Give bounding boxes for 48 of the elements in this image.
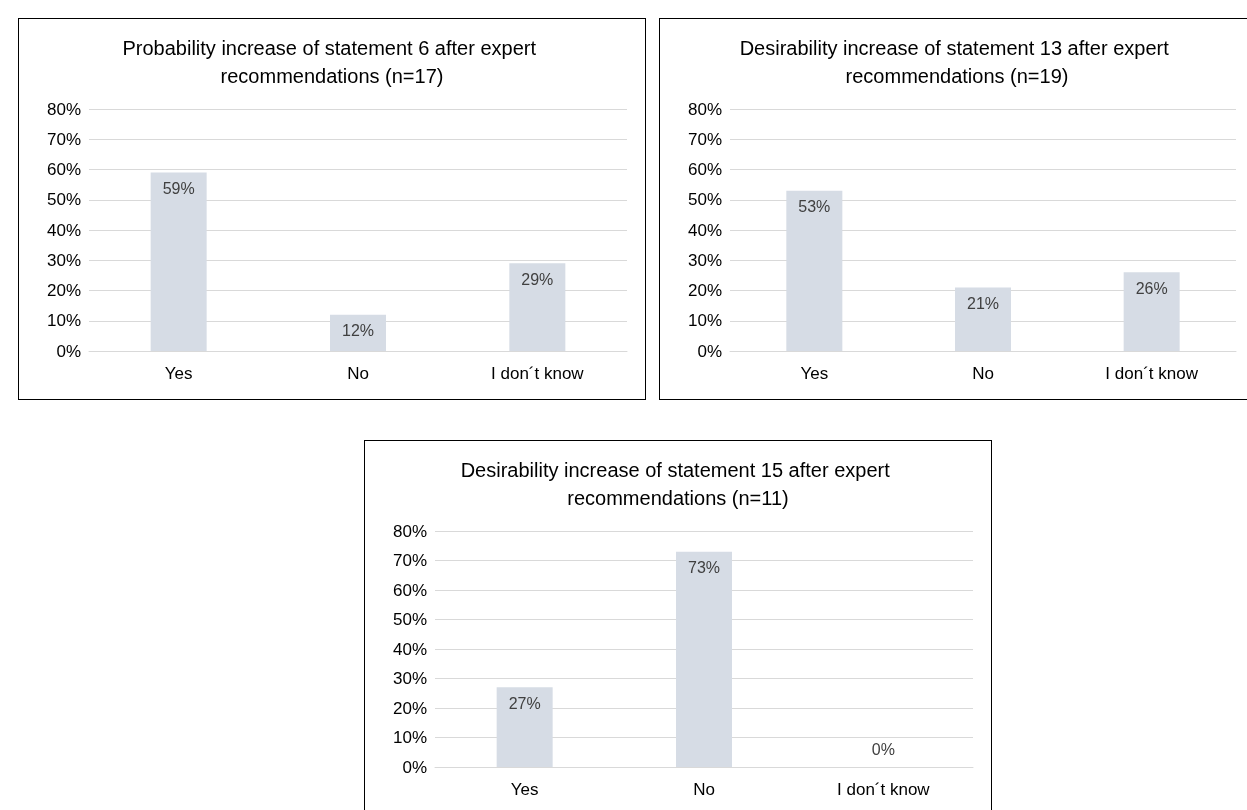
y-tick-label: 50%: [687, 190, 722, 210]
x-tick-label: Yes: [800, 364, 829, 383]
data-label: 27%: [508, 694, 541, 712]
x-tick-label: I don´t know: [837, 780, 931, 799]
y-tick-label: 20%: [392, 698, 427, 718]
x-tick-label: No: [693, 780, 715, 799]
y-tick-label: 60%: [687, 160, 722, 179]
data-label: 21%: [966, 294, 1000, 312]
chart-title: Desirability increase of statement 13 after expert recommendations (n=19): [739, 37, 1175, 87]
y-tick-label: 0%: [56, 341, 81, 361]
y-tick-label: 70%: [687, 129, 722, 149]
y-tick-label: 80%: [687, 99, 722, 119]
x-tick-label: Yes: [510, 780, 539, 799]
chart-title: Probability increase of statement 6 after expert recommendations (n=17): [122, 37, 542, 87]
y-tick-label: 30%: [392, 669, 427, 688]
y-tick-label: 40%: [46, 220, 81, 240]
x-tick-label: No: [972, 364, 994, 383]
chart-title: Desirability increase of statement 15 after expert recommendations (n=11): [460, 459, 896, 509]
x-tick-label: I don´t know: [1105, 364, 1199, 383]
y-tick-label: 10%: [392, 728, 427, 747]
y-tick-label: 0%: [697, 341, 722, 361]
y-tick-label: 0%: [402, 757, 427, 777]
data-label: 59%: [162, 180, 195, 198]
y-tick-label: 20%: [687, 281, 722, 300]
y-tick-label: 40%: [392, 639, 427, 659]
x-tick-label: Yes: [164, 364, 193, 383]
data-label: 73%: [687, 559, 721, 577]
y-tick-label: 30%: [46, 250, 81, 270]
data-label: 26%: [1135, 279, 1168, 297]
y-tick-label: 10%: [687, 311, 722, 331]
y-tick-label: 70%: [392, 551, 427, 570]
data-label: 53%: [798, 198, 831, 216]
y-tick-label: 80%: [392, 521, 427, 541]
x-tick-label: I don´t know: [491, 364, 585, 383]
data-label: 12%: [341, 322, 375, 340]
x-tick-label: No: [347, 364, 369, 383]
y-tick-label: 50%: [392, 610, 427, 629]
data-label: 29%: [521, 270, 554, 288]
data-label: 0%: [871, 740, 895, 758]
y-tick-label: 60%: [392, 580, 427, 600]
y-tick-label: 40%: [687, 220, 722, 240]
y-tick-label: 60%: [46, 160, 81, 179]
y-tick-label: 10%: [46, 311, 81, 331]
y-tick-label: 30%: [687, 250, 722, 270]
y-tick-label: 50%: [46, 190, 81, 210]
y-tick-label: 80%: [46, 99, 81, 119]
y-tick-label: 70%: [46, 129, 81, 149]
y-tick-label: 20%: [46, 281, 81, 300]
